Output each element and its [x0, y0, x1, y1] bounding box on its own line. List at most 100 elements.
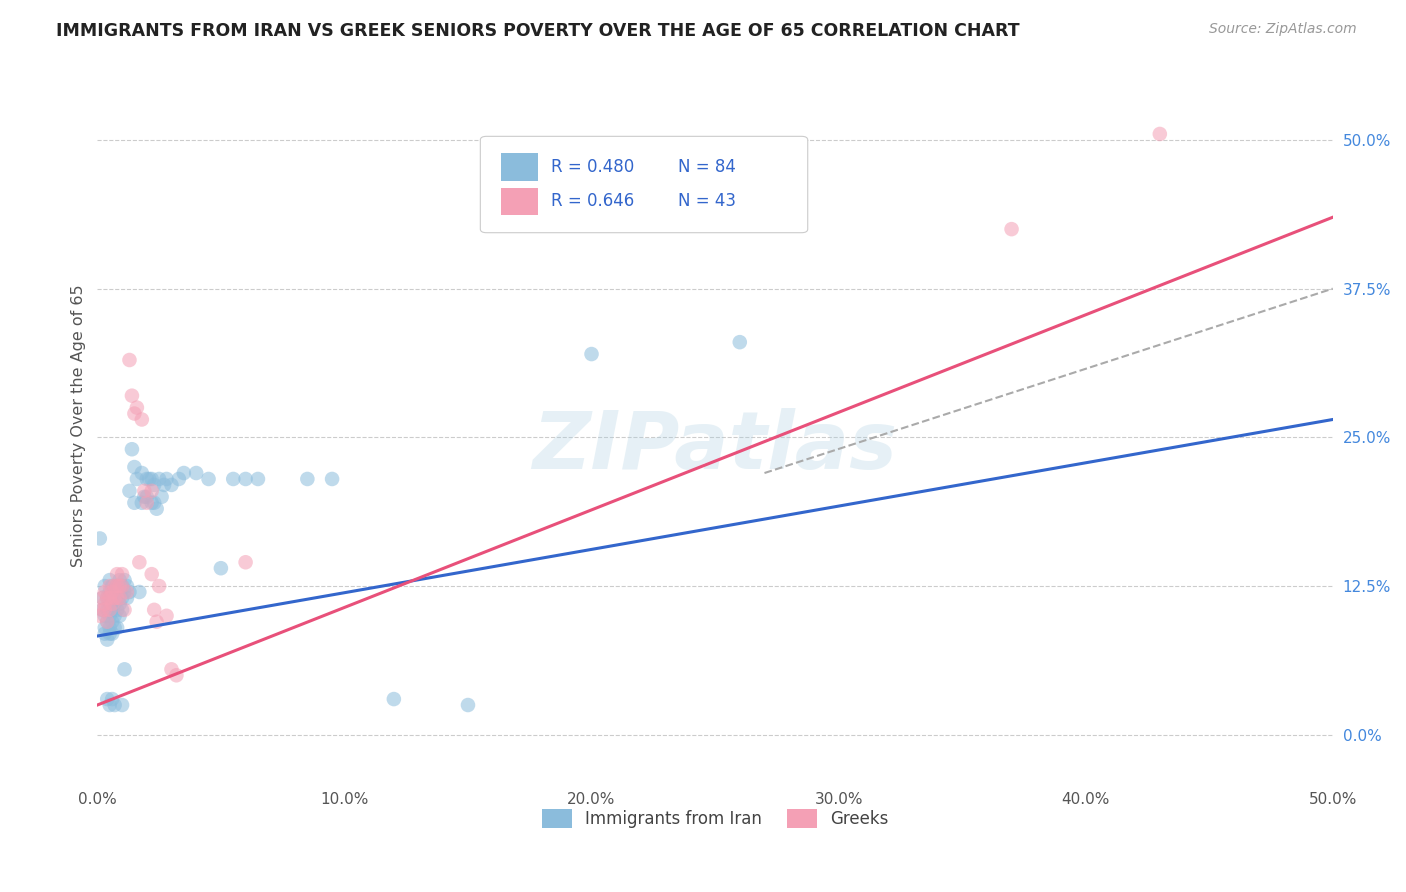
Point [105, 567, 128, 582]
Text: R = 0.480: R = 0.480 [551, 158, 634, 176]
Y-axis label: Seniors Poverty Over the Age of 65: Seniors Poverty Over the Age of 65 [72, 285, 86, 566]
Text: N = 84: N = 84 [678, 158, 735, 176]
Point [135, 472, 157, 486]
Point [114, 662, 136, 676]
Point [98, 621, 121, 635]
Point [91, 591, 114, 605]
Point [94, 608, 117, 623]
Point [160, 662, 183, 676]
Point [1149, 127, 1171, 141]
FancyBboxPatch shape [502, 153, 538, 180]
Point [128, 585, 150, 599]
Point [186, 466, 208, 480]
Point [150, 490, 173, 504]
Point [96, 591, 118, 605]
Point [153, 478, 176, 492]
Point [1000, 222, 1022, 236]
Point [111, 579, 134, 593]
Text: Source: ZipAtlas.com: Source: ZipAtlas.com [1209, 22, 1357, 37]
Point [167, 472, 190, 486]
Point [155, 608, 177, 623]
Point [111, 698, 134, 712]
Point [115, 585, 138, 599]
Point [581, 347, 603, 361]
Point [382, 692, 405, 706]
Text: R = 0.646: R = 0.646 [551, 193, 634, 211]
Point [114, 585, 136, 599]
Point [101, 597, 124, 611]
Point [104, 608, 127, 623]
Text: ZIPatlas: ZIPatlas [533, 408, 897, 486]
Point [141, 496, 163, 510]
Point [321, 472, 343, 486]
Point [98, 603, 121, 617]
Point [160, 478, 183, 492]
Point [125, 472, 148, 486]
Point [101, 626, 124, 640]
Point [94, 626, 117, 640]
Point [131, 412, 153, 426]
Point [101, 591, 124, 605]
Point [108, 597, 131, 611]
Point [128, 555, 150, 569]
Point [145, 615, 167, 629]
Point [111, 579, 134, 593]
Point [104, 579, 127, 593]
Point [114, 573, 136, 587]
Point [96, 591, 118, 605]
Point [91, 591, 114, 605]
Point [124, 407, 146, 421]
Point [94, 585, 117, 599]
Point [98, 585, 121, 599]
Point [105, 603, 128, 617]
Point [135, 496, 157, 510]
Point [105, 591, 128, 605]
Point [105, 621, 128, 635]
Point [125, 401, 148, 415]
Point [148, 472, 170, 486]
Point [105, 579, 128, 593]
Point [96, 615, 118, 629]
Point [111, 591, 134, 605]
Point [105, 579, 128, 593]
Point [143, 478, 166, 492]
Point [96, 603, 118, 617]
Legend: Immigrants from Iran, Greeks: Immigrants from Iran, Greeks [534, 802, 896, 835]
Point [118, 353, 141, 368]
Point [138, 472, 160, 486]
Point [121, 442, 143, 457]
Point [94, 621, 117, 635]
Point [108, 608, 131, 623]
Point [91, 603, 114, 617]
Point [148, 579, 170, 593]
Point [209, 561, 232, 575]
Point [101, 579, 124, 593]
Point [134, 490, 156, 504]
Point [118, 585, 141, 599]
Point [235, 472, 257, 486]
Point [91, 603, 114, 617]
Point [173, 466, 195, 480]
Point [135, 490, 157, 504]
Point [89, 532, 111, 546]
Point [98, 698, 121, 712]
Point [222, 472, 245, 486]
FancyBboxPatch shape [481, 136, 807, 233]
Point [96, 632, 118, 647]
Point [235, 555, 257, 569]
Point [94, 603, 117, 617]
Point [197, 472, 219, 486]
Point [104, 698, 127, 712]
Point [98, 597, 121, 611]
Point [94, 579, 117, 593]
Point [89, 608, 111, 623]
Point [141, 567, 163, 582]
Point [131, 496, 153, 510]
Point [108, 573, 131, 587]
Point [111, 603, 134, 617]
Text: N = 43: N = 43 [678, 193, 735, 211]
Point [104, 597, 127, 611]
FancyBboxPatch shape [502, 187, 538, 215]
Point [108, 591, 131, 605]
Point [96, 692, 118, 706]
